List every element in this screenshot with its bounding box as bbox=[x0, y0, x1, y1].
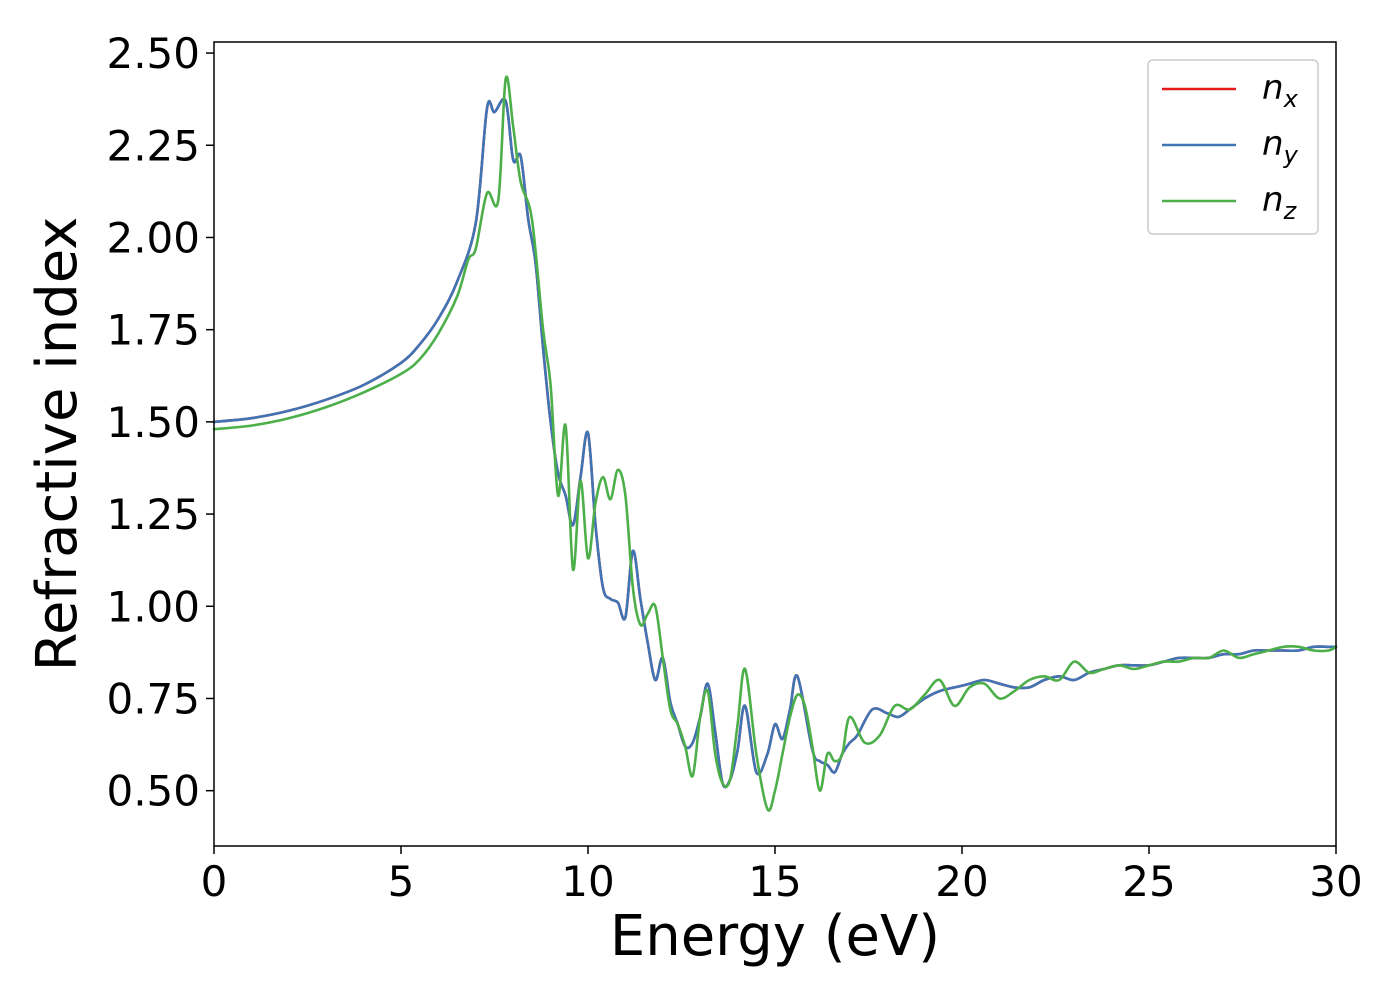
x-tick-label: 25 bbox=[1122, 857, 1175, 906]
x-tick-label: 10 bbox=[561, 857, 614, 906]
legend-label-subscript: z bbox=[1283, 197, 1298, 225]
y-tick-label: 1.75 bbox=[106, 306, 200, 355]
x-tick-label: 20 bbox=[935, 857, 988, 906]
x-axis: 0 5 10 15 20 25 30 bbox=[201, 846, 1363, 906]
y-tick-label: 2.50 bbox=[106, 29, 200, 78]
y-axis-title: Refractive index bbox=[25, 217, 90, 672]
y-tick-label: 2.00 bbox=[106, 213, 200, 262]
legend-label-subscript: x bbox=[1283, 85, 1299, 113]
y-tick-label: 0.50 bbox=[106, 767, 200, 816]
y-tick-label: 1.00 bbox=[106, 582, 200, 631]
y-tick-label: 1.50 bbox=[106, 398, 200, 447]
series-group bbox=[212, 75, 1338, 812]
series-line-nz bbox=[212, 75, 1338, 812]
x-tick-label: 0 bbox=[201, 857, 228, 906]
x-tick-label: 15 bbox=[748, 857, 801, 906]
x-axis-title: Energy (eV) bbox=[610, 904, 940, 969]
y-tick-label: 1.25 bbox=[106, 490, 200, 539]
y-tick-label: 2.25 bbox=[106, 121, 200, 170]
y-tick-label: 0.75 bbox=[106, 674, 200, 723]
legend-label-ny: ny bbox=[1262, 124, 1299, 169]
legend-label-subscript: y bbox=[1283, 141, 1299, 169]
x-tick-label: 30 bbox=[1309, 857, 1362, 906]
y-axis: 0.50 0.75 1.00 1.25 1.50 1.75 2.00 2.25 2.50 bbox=[106, 29, 214, 816]
legend-box bbox=[1147, 59, 1319, 235]
x-tick-label: 5 bbox=[388, 857, 415, 906]
